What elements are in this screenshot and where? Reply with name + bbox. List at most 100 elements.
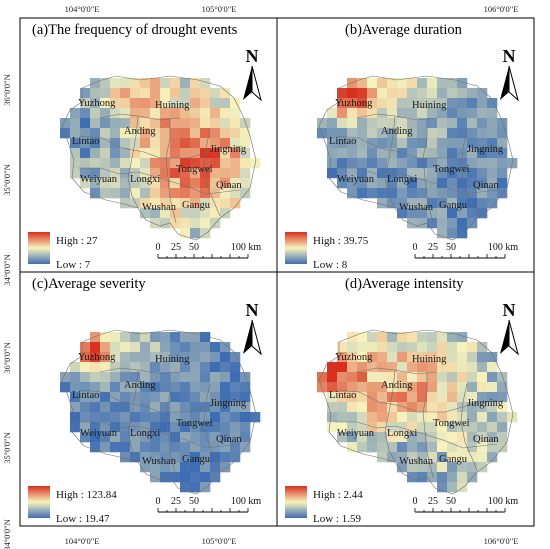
raster-cell (327, 118, 338, 129)
raster-cell (397, 158, 408, 169)
raster-cell (90, 158, 101, 169)
raster-cell (357, 392, 368, 403)
raster-cell (407, 432, 418, 443)
raster-cell (200, 332, 211, 343)
city-label-wushan: Wushan (142, 456, 177, 467)
region-outline (61, 329, 257, 495)
raster-cell (180, 148, 191, 159)
raster-cell (447, 128, 458, 139)
raster-cell (447, 228, 458, 239)
raster-cell (160, 462, 171, 473)
north-label: N (503, 300, 516, 320)
raster-cell (417, 208, 428, 219)
raster-cell (150, 118, 161, 129)
raster-cell (160, 148, 171, 159)
raster-cell (457, 98, 468, 109)
raster-cell (367, 118, 378, 129)
city-label-qinan: Qinan (216, 434, 242, 445)
raster-cell (347, 188, 358, 199)
legend-high-label: High : 39.75 (313, 235, 369, 247)
raster-cell (357, 158, 368, 169)
raster-cell (477, 392, 488, 403)
raster-cell (477, 372, 488, 383)
raster-cell (417, 198, 428, 209)
raster-cell (367, 332, 378, 343)
raster-cell (160, 208, 171, 219)
raster-cell (407, 208, 418, 219)
raster-cell (190, 78, 201, 89)
raster-cell (367, 352, 378, 363)
raster-cell (150, 218, 161, 229)
city-label-huining: Huining (155, 100, 190, 111)
raster-cell (130, 178, 141, 189)
raster-cell (160, 422, 171, 433)
scale-bar: 0 25 50 100 km (413, 496, 518, 513)
raster-cell (90, 178, 101, 189)
raster-cell (80, 108, 91, 119)
raster-cell (80, 98, 91, 109)
raster-cell (150, 362, 161, 373)
raster-cell (170, 78, 181, 89)
raster-cell (467, 342, 478, 353)
raster-cell (80, 138, 91, 149)
raster-cell (457, 128, 468, 139)
raster-cell (180, 452, 191, 463)
raster-cell (317, 128, 328, 139)
raster-cell (477, 462, 488, 473)
raster-cell (457, 382, 468, 393)
raster-cell (457, 472, 468, 483)
raster-cell (200, 442, 211, 453)
raster-cell (367, 158, 378, 169)
raster-cell (210, 218, 221, 229)
raster-cell (200, 342, 211, 353)
raster-cell (427, 332, 438, 343)
raster-cell (447, 118, 458, 129)
raster-cell (200, 188, 211, 199)
raster-cell (150, 188, 161, 199)
raster-cell (120, 352, 131, 363)
raster-cell (427, 422, 438, 433)
county-boundary (384, 369, 396, 463)
raster-cell (387, 158, 398, 169)
raster-cell (337, 342, 348, 353)
raster-cell (180, 412, 191, 423)
raster-cell (417, 452, 428, 463)
top-coordinate-label: 104°0'0"E (65, 4, 100, 14)
raster-cell (447, 382, 458, 393)
city-label-anding: Anding (381, 380, 413, 391)
raster-cell (190, 178, 201, 189)
raster-cell (397, 148, 408, 159)
raster-cell (457, 372, 468, 383)
raster-cell (150, 342, 161, 353)
raster-cell (110, 442, 121, 453)
raster-cell (90, 362, 101, 373)
raster-cell (110, 78, 121, 89)
scale-label: 25 (428, 242, 438, 253)
raster-cell (397, 138, 408, 149)
raster-cell (70, 402, 81, 413)
county-boundary (79, 135, 243, 159)
panel-title: (a)The frequency of drought events (32, 22, 238, 38)
raster-cell (190, 442, 201, 453)
raster-cell (407, 332, 418, 343)
raster-cell (150, 412, 161, 423)
raster-cell (397, 412, 408, 423)
raster-cell (457, 208, 468, 219)
raster-cell (347, 342, 358, 353)
raster-cell (240, 412, 251, 423)
county-boundary (127, 369, 139, 463)
raster-cell (180, 108, 191, 119)
raster-cell (140, 332, 151, 343)
raster-cell (120, 392, 131, 403)
raster-cell (437, 362, 448, 373)
raster-cell (437, 98, 448, 109)
raster-cell (120, 98, 131, 109)
region-outline (318, 75, 514, 241)
raster-cell (180, 392, 191, 403)
raster-cell (387, 118, 398, 129)
raster-cell (327, 158, 338, 169)
raster-cell (427, 158, 438, 169)
raster-cell (497, 138, 508, 149)
raster-cell (487, 362, 498, 373)
city-label-jingning: Jingning (210, 144, 247, 155)
